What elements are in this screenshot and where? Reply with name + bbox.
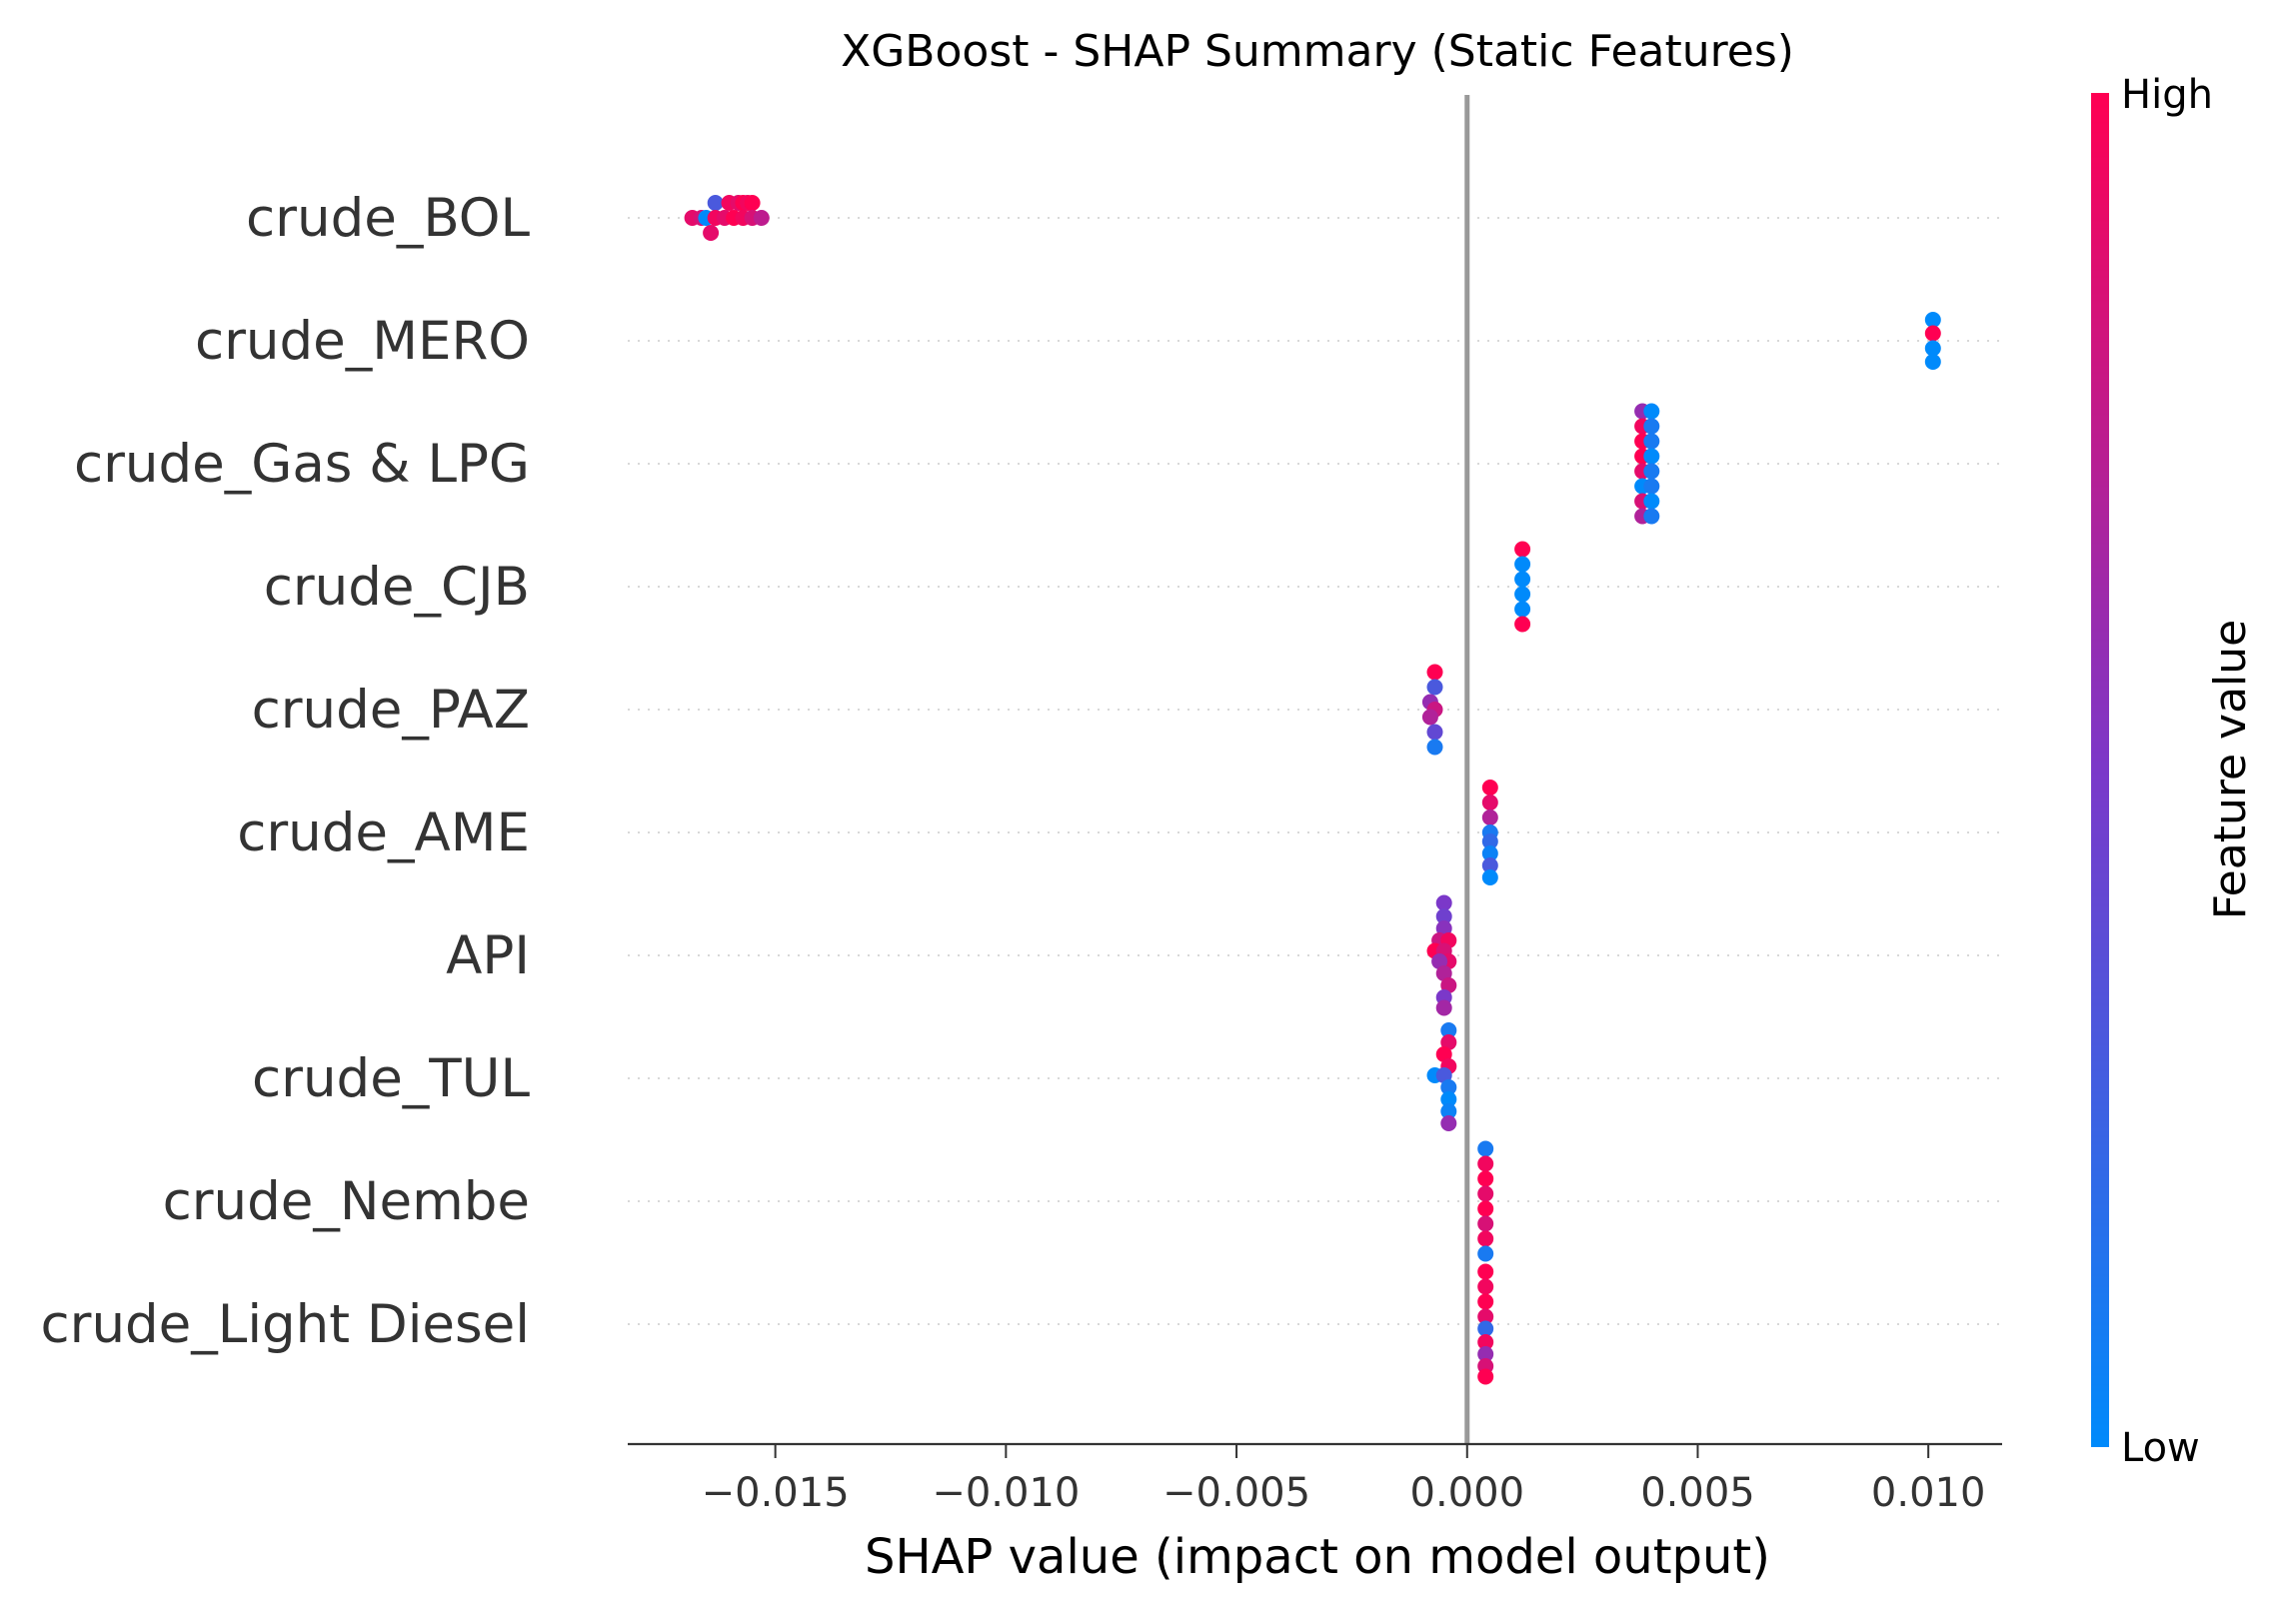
- shap-point: [1643, 493, 1660, 510]
- shap-point: [1440, 1115, 1457, 1131]
- shap-point: [1435, 908, 1452, 924]
- x-tick-label: 0.010: [1871, 1470, 1986, 1516]
- shap-point: [1477, 1293, 1494, 1310]
- shap-point: [1643, 463, 1660, 480]
- colorbar-low-label: Low: [2121, 1425, 2200, 1471]
- shap-point: [1481, 869, 1498, 885]
- shap-point: [1426, 724, 1443, 741]
- shap-point: [753, 210, 770, 226]
- shap-point: [1440, 1091, 1457, 1107]
- shap-point: [1477, 1215, 1494, 1232]
- shap-point: [1477, 1185, 1494, 1202]
- shap-point: [1643, 448, 1660, 465]
- shap-point: [1514, 556, 1531, 573]
- shap-point: [1514, 586, 1531, 603]
- shap-point: [1440, 1103, 1457, 1119]
- colorbar-title: Feature value: [2205, 620, 2256, 919]
- shap-point: [1643, 478, 1660, 495]
- shap-point: [1477, 1346, 1494, 1362]
- shap-point: [1440, 1022, 1457, 1038]
- x-axis-label: SHAP value (impact on model output): [865, 1529, 1770, 1585]
- shap-points: [684, 195, 1941, 1385]
- feature-labels: crude_BOL crude_MERO crude_Gas & LPG crude_…: [41, 188, 531, 1355]
- shap-point: [1435, 1046, 1452, 1062]
- shap-point: [1440, 1079, 1457, 1095]
- shap-point: [1440, 1034, 1457, 1050]
- colorbar: [2091, 93, 2109, 1447]
- shap-point: [1431, 953, 1448, 969]
- x-tick-label: −0.010: [932, 1470, 1080, 1516]
- shap-point: [1435, 999, 1452, 1016]
- shap-point: [1514, 601, 1531, 618]
- shap-point: [707, 195, 724, 211]
- shap-point: [1477, 1245, 1494, 1262]
- shap-point: [1481, 809, 1498, 825]
- shap-point: [1435, 894, 1452, 911]
- row-gridlines: [628, 217, 2002, 1325]
- shap-point: [1481, 795, 1498, 810]
- x-ticks: −0.015 −0.010 −0.005 0.000 0.005 0.010: [702, 1444, 1986, 1516]
- feature-label: crude_TUL: [252, 1048, 530, 1109]
- shap-point: [1426, 739, 1443, 756]
- shap-point: [1477, 1230, 1494, 1247]
- shap-point: [1477, 1334, 1494, 1350]
- shap-point: [1643, 403, 1660, 420]
- x-tick-label: −0.015: [702, 1470, 850, 1516]
- shap-point: [1426, 664, 1443, 681]
- shap-point: [1643, 433, 1660, 450]
- shap-point: [1435, 965, 1452, 981]
- shap-point: [1477, 1278, 1494, 1295]
- shap-point: [1477, 1170, 1494, 1187]
- x-tick-label: 0.000: [1410, 1470, 1525, 1516]
- colorbar-high-label: High: [2121, 72, 2213, 118]
- feature-label: crude_BOL: [246, 188, 530, 249]
- shap-point: [1477, 1320, 1494, 1337]
- shap-point: [1481, 857, 1498, 873]
- shap-point: [1924, 312, 1941, 328]
- feature-label: crude_PAZ: [252, 680, 530, 741]
- shap-point: [1481, 780, 1498, 796]
- feature-label: crude_Gas & LPG: [74, 434, 530, 495]
- shap-point: [1426, 679, 1443, 696]
- shap-point: [1924, 325, 1941, 342]
- chart-title: XGBoost - SHAP Summary (Static Features): [841, 26, 1794, 77]
- shap-point: [1440, 977, 1457, 993]
- shap-point: [1481, 833, 1498, 849]
- feature-label: crude_Light Diesel: [41, 1294, 530, 1355]
- feature-label: crude_CJB: [264, 557, 530, 618]
- shap-point: [1924, 340, 1941, 357]
- shap-point: [1435, 1067, 1452, 1083]
- shap-point: [1477, 1140, 1494, 1157]
- shap-point: [703, 225, 720, 241]
- shap-point: [1514, 571, 1531, 588]
- shap-point: [1477, 1263, 1494, 1280]
- shap-point: [1477, 1368, 1494, 1385]
- shap-point: [1481, 845, 1498, 861]
- shap-point: [1477, 1155, 1494, 1172]
- shap-point: [1477, 1200, 1494, 1217]
- feature-label: crude_Nembe: [163, 1171, 530, 1232]
- shap-point: [744, 195, 761, 211]
- shap-point: [1477, 1308, 1494, 1325]
- x-tick-label: 0.005: [1640, 1470, 1755, 1516]
- feature-label: API: [446, 925, 530, 986]
- shap-point: [1643, 508, 1660, 525]
- shap-point: [1514, 616, 1531, 633]
- shap-point: [1514, 541, 1531, 558]
- shap-point: [1643, 418, 1660, 435]
- feature-label: crude_MERO: [195, 311, 530, 372]
- x-tick-label: −0.005: [1162, 1470, 1310, 1516]
- shap-point: [1421, 709, 1438, 726]
- shap-point: [1924, 354, 1941, 370]
- feature-label: crude_AME: [237, 803, 530, 863]
- shap-point: [1435, 920, 1452, 936]
